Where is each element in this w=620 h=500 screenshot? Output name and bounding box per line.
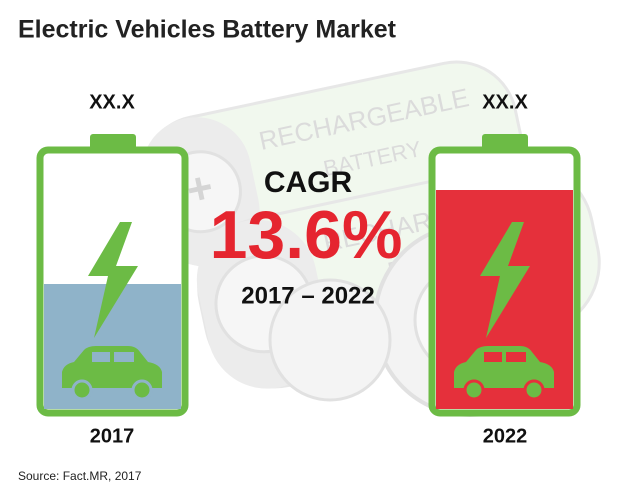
title: Electric Vehicles Battery Market <box>18 16 397 44</box>
cagr-rate: 13.6% <box>210 197 403 273</box>
car-icon <box>62 346 162 401</box>
cagr-period: 2017 – 2022 <box>241 282 374 309</box>
battery-year: 2017 <box>90 425 135 447</box>
battery-value: XX.X <box>89 91 135 113</box>
source: Source: Fact.MR, 2017 <box>18 469 142 483</box>
lightning-icon <box>88 222 138 338</box>
battery-terminal <box>482 134 528 150</box>
battery-year: 2022 <box>483 425 528 447</box>
battery-terminal <box>90 134 136 150</box>
car-icon <box>454 346 554 401</box>
battery-value: XX.X <box>482 91 528 113</box>
cagr-label: CAGR <box>264 166 353 199</box>
lightning-icon <box>480 222 530 338</box>
